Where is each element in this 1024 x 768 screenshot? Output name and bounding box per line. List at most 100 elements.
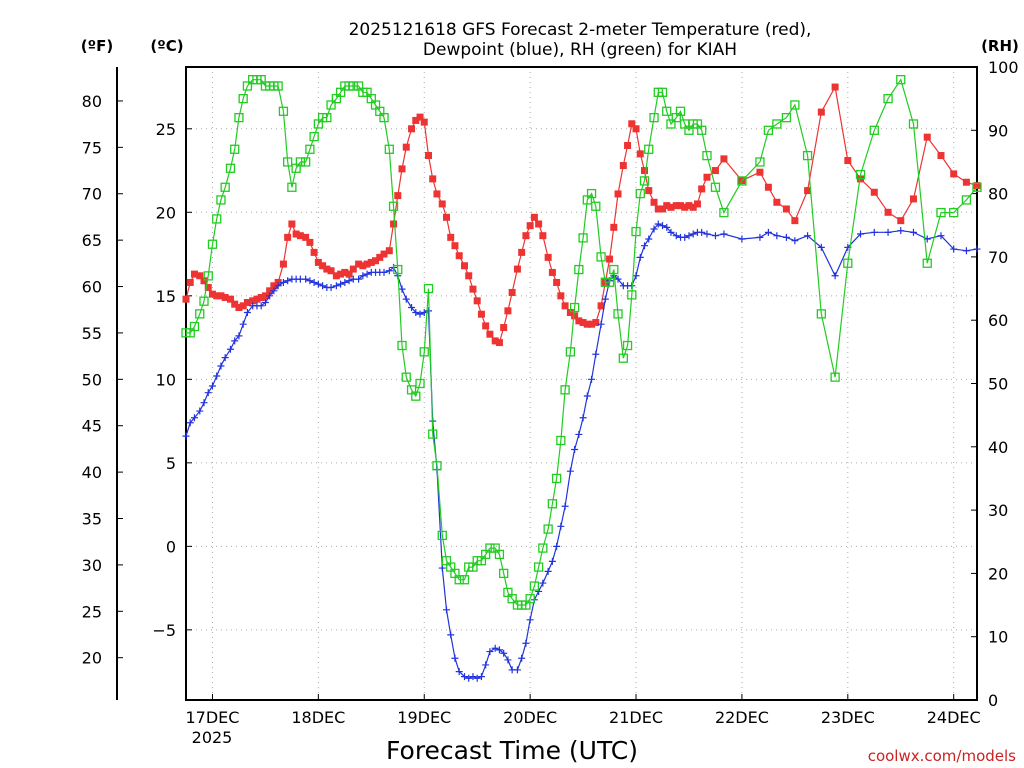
data-point (394, 192, 402, 200)
data-point (500, 324, 508, 332)
data-point (538, 543, 548, 553)
data-point (208, 290, 216, 298)
data-point (639, 176, 650, 186)
data-point (614, 190, 622, 198)
data-point (586, 188, 597, 199)
x-tick-label: 21DEC (609, 708, 663, 727)
data-point (831, 272, 839, 280)
data-point (525, 594, 535, 604)
data-point (196, 272, 204, 280)
data-point (870, 228, 878, 236)
data-point (195, 309, 205, 319)
data-point (284, 233, 292, 241)
data-point (641, 167, 649, 175)
data-point (270, 282, 278, 290)
data-point (672, 232, 680, 240)
data-point (504, 307, 512, 315)
c-tick-label: −5 (152, 621, 176, 640)
data-point (566, 467, 574, 475)
data-point (909, 228, 917, 236)
data-point (447, 631, 455, 639)
data-point (711, 232, 719, 240)
data-point (961, 195, 972, 205)
data-point (526, 222, 534, 230)
data-point (632, 125, 640, 133)
data-point (909, 195, 917, 203)
data-point (522, 232, 530, 240)
data-point (817, 243, 825, 251)
data-point (530, 213, 538, 221)
celsius-axis: −5 0 5 10 15 20 25 (152, 120, 192, 640)
data-point (579, 319, 587, 327)
fahrenheit-unit-label: (ºF) (81, 37, 113, 55)
data-point (681, 203, 689, 211)
data-point (465, 272, 473, 280)
data-point (345, 277, 353, 285)
data-point (327, 283, 335, 291)
data-point (415, 378, 425, 389)
data-point (323, 265, 331, 273)
series-temperature (182, 83, 981, 347)
data-point (261, 292, 269, 300)
data-point (619, 162, 627, 170)
data-point (526, 616, 534, 624)
data-point (288, 220, 296, 228)
rh-tick-label: 20 (988, 564, 1008, 583)
data-point (397, 340, 407, 351)
data-point (495, 646, 503, 654)
data-point (408, 125, 416, 133)
data-point (698, 185, 706, 193)
data-point (606, 255, 614, 263)
data-point (689, 203, 697, 211)
data-point (551, 473, 562, 484)
data-point (556, 435, 566, 446)
data-point (802, 150, 813, 161)
data-point (226, 295, 234, 303)
data-point (791, 237, 799, 245)
data-point (763, 125, 774, 135)
data-point (681, 233, 689, 241)
data-point (597, 320, 605, 328)
data-point (455, 668, 463, 676)
data-point (412, 116, 420, 124)
data-point (279, 260, 287, 268)
data-point (345, 270, 353, 278)
data-point (588, 320, 596, 328)
f-tick-label: 70 (82, 185, 102, 204)
data-point (508, 288, 516, 296)
data-point (359, 262, 367, 270)
data-point (442, 213, 450, 221)
data-point (221, 293, 229, 301)
x-axis-label: Forecast Time (UTC) (386, 736, 638, 765)
data-point (302, 275, 310, 283)
data-point (380, 250, 388, 258)
data-point (451, 242, 459, 250)
data-point (239, 302, 247, 310)
data-point (349, 265, 357, 273)
x-tick-label: 20DEC (503, 708, 557, 727)
data-point (473, 674, 481, 682)
chart-title-line2: Dewpoint (blue), RH (green) for KIAH (423, 40, 737, 60)
data-point (385, 247, 393, 255)
f-tick-label: 45 (82, 417, 102, 436)
data-point (764, 228, 772, 236)
data-point (773, 232, 781, 240)
data-point (447, 233, 455, 241)
data-point (482, 661, 490, 669)
data-point (609, 264, 619, 275)
data-point (249, 297, 257, 305)
data-point (182, 432, 190, 440)
data-point (657, 87, 668, 97)
c-tick-label: 5 (166, 454, 176, 473)
time-axis: 17DEC 18DEC 19DEC 20DEC 21DEC 22DEC 23DEC 24DEC (185, 694, 981, 727)
data-point (257, 293, 265, 301)
data-point (390, 220, 398, 228)
x-tick-label: 18DEC (291, 708, 345, 727)
data-point (204, 283, 212, 291)
data-point (419, 347, 429, 357)
data-point (257, 302, 265, 310)
data-point (571, 445, 579, 453)
data-point (469, 673, 477, 681)
data-point (518, 654, 526, 662)
